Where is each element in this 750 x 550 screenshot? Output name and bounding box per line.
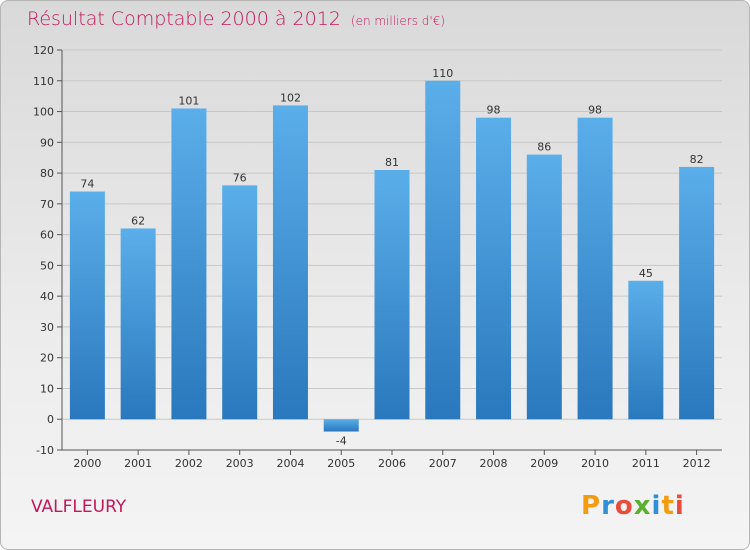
data-label-2003: 76 (233, 171, 247, 184)
x-tick-label: 2005 (327, 457, 355, 470)
x-tick-label: 2004 (276, 457, 304, 470)
bar-2005 (324, 419, 359, 431)
bar-2010 (578, 118, 613, 420)
data-label-2009: 86 (537, 141, 551, 154)
y-tick-label: 120 (33, 44, 54, 57)
bar-2009 (527, 155, 562, 420)
y-tick-label: 40 (40, 290, 54, 303)
bar-2011 (628, 281, 663, 419)
bar-2007 (425, 81, 460, 419)
x-tick-label: 2007 (429, 457, 457, 470)
bar-2002 (171, 108, 206, 419)
data-label-2002: 101 (178, 94, 199, 107)
bar-2000 (70, 192, 105, 420)
x-tick-label: 2003 (226, 457, 254, 470)
y-tick-label: 10 (40, 382, 54, 395)
x-tick-label: 2011 (632, 457, 660, 470)
y-tick-label: 110 (33, 75, 54, 88)
y-tick-label: 0 (47, 413, 54, 426)
bar-chart: -10 0 10 20 30 40 50 60 70 80 90 100 110 120 74 2000 62… (0, 0, 750, 550)
data-label-2004: 102 (280, 91, 301, 104)
y-tick-label: 90 (40, 136, 54, 149)
data-label-2010: 98 (588, 104, 602, 117)
y-tick-label: 100 (33, 106, 54, 119)
y-tick-label: 30 (40, 321, 54, 334)
x-tick-label: 2010 (581, 457, 609, 470)
x-tick-label: 2008 (480, 457, 508, 470)
data-label-2000: 74 (80, 178, 94, 191)
y-tick-label: 20 (40, 352, 54, 365)
bar-2008 (476, 118, 511, 420)
y-tick-label: 80 (40, 167, 54, 180)
data-label-2005: -4 (336, 435, 347, 448)
x-tick-label: 2000 (73, 457, 101, 470)
x-tick-label: 2002 (175, 457, 203, 470)
y-tick-label: -10 (36, 444, 54, 457)
bar-2006 (375, 170, 410, 419)
x-tick-label: 2009 (530, 457, 558, 470)
data-label-2012: 82 (690, 153, 704, 166)
data-label-2007: 110 (432, 67, 453, 80)
data-label-2006: 81 (385, 156, 399, 169)
bar-2003 (222, 185, 257, 419)
y-tick-label: 70 (40, 198, 54, 211)
bar-2012 (679, 167, 714, 419)
data-label-2008: 98 (487, 104, 501, 117)
x-tick-label: 2001 (124, 457, 152, 470)
bar-layer (70, 81, 714, 432)
x-tick-label: 2012 (683, 457, 711, 470)
x-tick-label: 2006 (378, 457, 406, 470)
y-tick-label: 50 (40, 259, 54, 272)
data-label-2011: 45 (639, 267, 653, 280)
data-label-2001: 62 (131, 214, 145, 227)
bar-2001 (121, 228, 156, 419)
y-tick-label: 60 (40, 229, 54, 242)
bar-2004 (273, 105, 308, 419)
